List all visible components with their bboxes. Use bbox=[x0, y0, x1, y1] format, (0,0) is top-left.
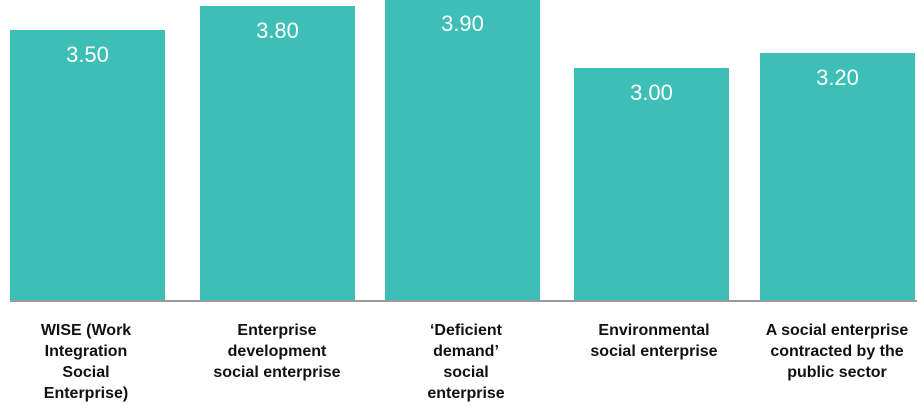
category-label-2: Enterprise development social enterprise bbox=[189, 320, 365, 383]
x-axis-line bbox=[10, 300, 917, 302]
category-label-3: ‘Deficient demand’ social enterprise bbox=[378, 320, 554, 404]
category-label-line: social bbox=[443, 364, 489, 381]
category-label-line: enterprise bbox=[427, 385, 505, 402]
category-label-line: Enterprise bbox=[237, 322, 317, 339]
category-label-line: development bbox=[227, 343, 327, 360]
category-label-line: contracted by the bbox=[770, 343, 904, 360]
category-label-line: social enterprise bbox=[590, 343, 718, 360]
category-label-line: ‘Deficient bbox=[429, 322, 502, 339]
category-label-4: Environmental social enterprise bbox=[566, 320, 742, 362]
bar-1 bbox=[10, 29, 165, 300]
category-label-line: demand’ bbox=[433, 343, 499, 360]
bar-4 bbox=[574, 68, 729, 300]
bar-3 bbox=[385, 0, 540, 300]
category-label-line: social enterprise bbox=[213, 364, 341, 381]
category-label-line: A social enterprise bbox=[765, 322, 909, 339]
category-label-line: Enterprise) bbox=[43, 385, 129, 402]
value-label-2: 3.80 bbox=[256, 18, 299, 44]
value-label-4: 3.00 bbox=[630, 80, 673, 106]
bar-5 bbox=[760, 52, 915, 300]
category-label-line: public sector bbox=[787, 364, 887, 381]
value-label-3: 3.90 bbox=[441, 10, 484, 36]
category-label-5: A social enterprise contracted by the publ… bbox=[749, 320, 917, 383]
category-label-line: WISE (Work bbox=[40, 322, 132, 339]
category-label-line: Environmental bbox=[598, 322, 710, 339]
value-label-1: 3.50 bbox=[66, 41, 109, 67]
category-label-line: Integration bbox=[44, 343, 128, 360]
category-label-line: Social bbox=[62, 364, 110, 381]
value-label-5: 3.20 bbox=[816, 64, 859, 90]
bar-2 bbox=[200, 6, 355, 300]
category-label-1: WISE (Work Integration Social Enterprise) bbox=[0, 320, 174, 404]
